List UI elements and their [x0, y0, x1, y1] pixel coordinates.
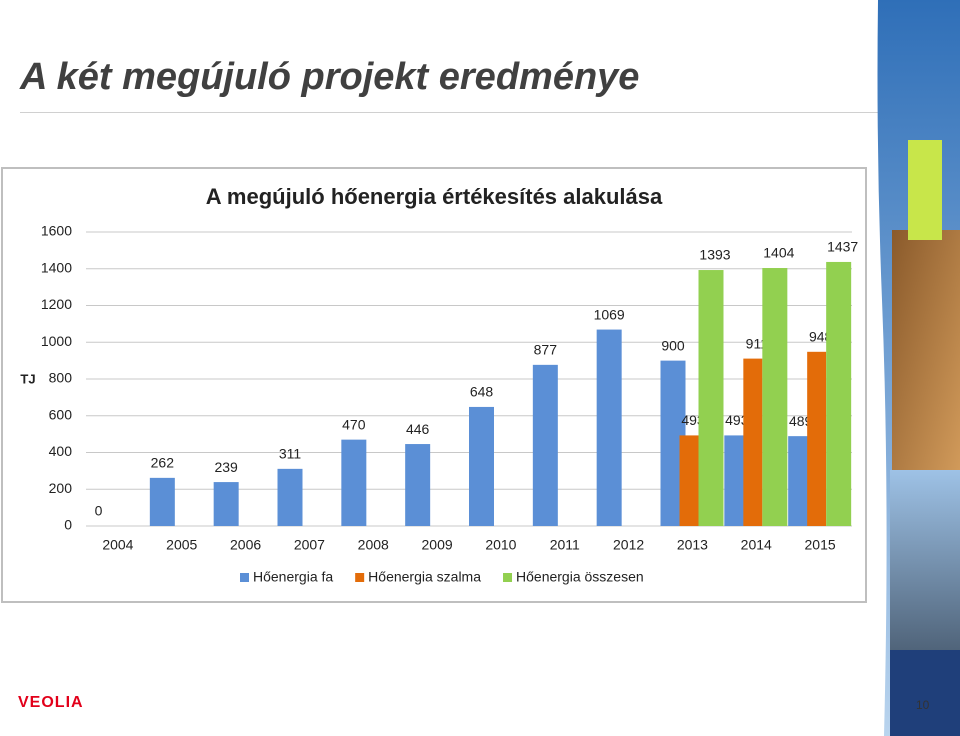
- legend-label: Hőenergia fa: [253, 569, 333, 585]
- data-label: 1404: [763, 245, 794, 261]
- data-label: 900: [661, 337, 685, 353]
- data-label: 1069: [594, 306, 625, 322]
- slide-title: A két megújuló projekt eredménye: [20, 56, 640, 98]
- legend-label: Hőenergia szalma: [368, 569, 481, 585]
- bar: [679, 435, 699, 526]
- y-tick-label: 0: [64, 517, 72, 533]
- bar: [405, 444, 431, 526]
- x-tick-label: 2013: [677, 537, 708, 553]
- bar: [698, 270, 724, 526]
- logo: VEOLIA: [18, 694, 84, 711]
- legend-swatch: [503, 573, 513, 582]
- chart: A megújuló hőenergia értékesítés alakulá…: [1, 167, 867, 603]
- x-tick-label: 2006: [230, 537, 261, 553]
- data-label: 877: [534, 342, 558, 358]
- x-tick-label: 2007: [294, 537, 325, 553]
- y-tick-label: 600: [49, 406, 73, 422]
- x-tick-label: 2010: [485, 537, 516, 553]
- y-tick-label: 400: [49, 443, 73, 459]
- data-label: 489: [789, 413, 813, 429]
- data-label: 1393: [699, 247, 730, 263]
- x-tick-label: 2005: [166, 537, 197, 553]
- x-tick-label: 2014: [741, 537, 772, 553]
- legend-swatch: [240, 573, 249, 582]
- y-tick-label: 1200: [41, 296, 72, 312]
- data-label: 0: [95, 503, 103, 519]
- bar: [149, 477, 175, 526]
- bar: [826, 261, 852, 526]
- data-label: 446: [406, 421, 430, 437]
- y-tick-label: 1000: [41, 333, 72, 349]
- bar: [532, 364, 558, 526]
- legend-swatch: [355, 573, 365, 582]
- y-tick-label: 1400: [41, 259, 72, 275]
- data-label: 1437: [827, 239, 858, 255]
- photo-strip: [877, 0, 960, 736]
- page-number: 10: [916, 698, 930, 712]
- x-tick-label: 2008: [358, 537, 389, 553]
- y-axis-label: TJ: [20, 371, 35, 386]
- chart-title: A megújuló hőenergia értékesítés alakulá…: [206, 184, 663, 209]
- y-tick-label: 200: [49, 480, 73, 496]
- data-label: 648: [470, 384, 494, 400]
- y-tick-label: 800: [49, 370, 73, 386]
- legend-label: Hőenergia összesen: [516, 569, 644, 585]
- bar: [469, 406, 494, 526]
- data-label: 262: [151, 455, 175, 471]
- bar: [341, 439, 367, 526]
- bar: [596, 329, 622, 526]
- bar: [807, 351, 827, 526]
- x-tick-label: 2015: [805, 537, 836, 553]
- data-label: 239: [214, 459, 238, 475]
- x-tick-label: 2004: [102, 537, 133, 553]
- bar: [213, 482, 239, 526]
- bar: [277, 468, 303, 526]
- title-rule: [20, 112, 880, 113]
- x-tick-label: 2009: [422, 537, 453, 553]
- data-label: 311: [279, 446, 302, 462]
- bar: [743, 358, 763, 526]
- bar: [762, 268, 788, 526]
- x-tick-label: 2012: [613, 537, 644, 553]
- data-label: 493: [725, 412, 749, 428]
- x-tick-label: 2011: [550, 537, 580, 553]
- data-label: 470: [342, 416, 366, 432]
- y-tick-label: 1600: [41, 223, 72, 239]
